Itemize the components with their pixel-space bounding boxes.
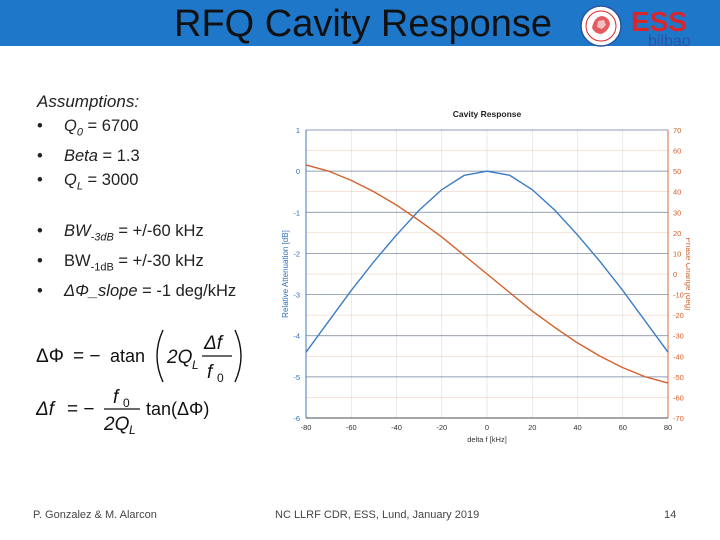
assumption-value: = +/-60 kHz xyxy=(113,221,204,240)
eq1-lhs: ΔΦ xyxy=(36,346,64,367)
assumptions-list-1: • Q0 = 6700 • Beta = 1.3 • QL = 3000 xyxy=(37,114,287,199)
assumption-item: • BW-1dB = +/-30 kHz xyxy=(37,249,287,279)
assumptions-title: Assumptions: xyxy=(37,92,140,111)
assumption-item: • QL = 3000 xyxy=(37,168,287,198)
ess-emblem-logo xyxy=(580,5,622,47)
phase-series-line xyxy=(305,164,669,384)
cavity-response-chart: -80 -60 -40 -20 0 20 40 60 8010-1-2-3-4-5-670605… xyxy=(281,109,690,444)
eq2-lhs: Δf xyxy=(36,399,56,420)
y-right-tick-label: 40 xyxy=(673,188,681,197)
assumption-label: Q xyxy=(64,117,77,135)
ess-bilbao-logo: ESS bilbao xyxy=(631,6,691,48)
y-right-tick-label: -60 xyxy=(673,393,684,402)
assumptions-block: Assumptions: • Q0 = 6700 • Beta = 1.3 • QL = … xyxy=(37,92,287,303)
eq2-den-sub: L xyxy=(129,423,136,436)
slide-title: RFQ Cavity Response xyxy=(174,3,553,45)
assumption-value: = +/-30 kHz xyxy=(113,251,204,270)
eq1-right-paren xyxy=(234,329,242,383)
assumption-subscript: 0 xyxy=(76,126,83,139)
assumption-label: BW xyxy=(64,251,91,270)
x-tick-label: 80 xyxy=(664,423,672,432)
y-right-tick-label: -50 xyxy=(673,373,684,382)
eq1-coef-sub: L xyxy=(192,358,199,372)
x-axis-label: delta f [kHz] xyxy=(467,435,507,444)
x-tick-label: 40 xyxy=(573,423,581,432)
eq1-frac-den: f xyxy=(207,362,214,383)
chart-title: Cavity Response xyxy=(453,109,522,119)
eq2-den: 2Q xyxy=(103,414,130,435)
x-tick-label: -60 xyxy=(346,423,357,432)
assumption-item: • Beta = 1.3 xyxy=(37,144,287,168)
x-tick-label: 20 xyxy=(528,423,536,432)
assumption-label: ΔΦ_slope xyxy=(64,282,138,301)
bullet-glyph: • xyxy=(37,221,43,240)
eq1-left-paren xyxy=(156,329,164,383)
eq2-rhs: tan(ΔΦ) xyxy=(146,399,209,419)
y-right-tick-label: -20 xyxy=(673,311,684,320)
assumption-subscript: L xyxy=(76,180,83,193)
y-left-tick-label: 1 xyxy=(296,126,300,135)
y-left-tick-label: -6 xyxy=(293,414,300,423)
y-left-tick-label: -5 xyxy=(293,373,300,382)
eq1-equals: = − xyxy=(73,346,100,367)
bullet-glyph: • xyxy=(37,282,43,301)
assumption-value: = -1 deg/kHz xyxy=(137,282,237,301)
assumption-label: BW xyxy=(64,221,91,240)
y-left-axis-label: Relative Attenuation [dB] xyxy=(281,230,290,318)
y-right-tick-label: 0 xyxy=(673,270,677,279)
y-right-tick-label: -10 xyxy=(673,291,684,300)
logo-sub-text: bilbao xyxy=(648,33,691,48)
x-tick-label: 0 xyxy=(485,423,489,432)
assumption-label: Beta xyxy=(64,147,98,166)
x-tick-label: -80 xyxy=(301,423,312,432)
attenuation-series-line xyxy=(305,170,669,353)
eq2-num: f xyxy=(113,387,120,408)
y-right-tick-label: 60 xyxy=(673,147,681,156)
y-right-tick-label: -30 xyxy=(673,332,684,341)
bullet-glyph: • xyxy=(37,171,43,190)
y-left-tick-label: -1 xyxy=(293,208,300,217)
y-left-tick-label: -3 xyxy=(293,291,300,300)
assumption-item: • Q0 = 6700 xyxy=(37,114,287,144)
equation-phase: ΔΦ = − atan 2Q L Δf f 0 xyxy=(36,329,242,385)
y-left-tick-label: -4 xyxy=(293,332,300,341)
y-right-axis-label: Phase Change [deg] xyxy=(684,238,690,311)
assumption-value: = 3000 xyxy=(82,171,139,190)
eq1-frac-den-sub: 0 xyxy=(217,371,224,385)
y-right-tick-label: 20 xyxy=(673,229,681,238)
bullet-glyph: • xyxy=(37,147,43,166)
eq1-coef: 2Q xyxy=(166,347,193,368)
y-left-tick-label: -2 xyxy=(293,249,300,258)
assumption-label: Q xyxy=(64,171,77,190)
x-tick-label: -40 xyxy=(391,423,402,432)
eq1-frac-num: Δf xyxy=(203,333,224,354)
y-right-tick-label: 30 xyxy=(673,208,681,217)
eq2-equals: = − xyxy=(67,399,94,420)
y-right-tick-label: 70 xyxy=(673,126,681,135)
y-right-tick-label: 50 xyxy=(673,167,681,176)
footer-event: NC LLRF CDR, ESS, Lund, January 2019 xyxy=(275,509,480,521)
assumption-item: • ΔΦ_slope = -1 deg/kHz xyxy=(37,279,287,303)
bullet-glyph: • xyxy=(37,117,43,135)
logo-brand-text: ESS xyxy=(631,6,687,37)
assumptions-list-2: • BW-3dB = +/-60 kHz • BW-1dB = +/-30 kHz • Δ… xyxy=(37,219,287,304)
assumption-item: • BW-3dB = +/-60 kHz xyxy=(37,219,287,249)
assumption-subscript: -1dB xyxy=(90,261,114,274)
assumption-value: = 1.3 xyxy=(97,147,140,166)
assumption-subscript: -3dB xyxy=(90,230,114,243)
y-left-tick-label: 0 xyxy=(296,167,300,176)
eq1-func: atan xyxy=(110,346,145,366)
title-bar: RFQ Cavity Response ESS bilbao xyxy=(0,0,720,48)
eq2-num-sub: 0 xyxy=(123,396,130,410)
x-tick-label: 60 xyxy=(619,423,627,432)
y-right-tick-label: -40 xyxy=(673,352,684,361)
y-right-tick-label: 10 xyxy=(673,249,681,258)
assumption-value: = 6700 xyxy=(82,117,139,135)
y-right-tick-label: -70 xyxy=(673,414,684,423)
x-tick-label: -20 xyxy=(436,423,447,432)
footer-authors: P. Gonzalez & M. Alarcon xyxy=(33,509,157,521)
bullet-glyph: • xyxy=(37,251,43,270)
footer-page-number: 14 xyxy=(664,509,677,521)
